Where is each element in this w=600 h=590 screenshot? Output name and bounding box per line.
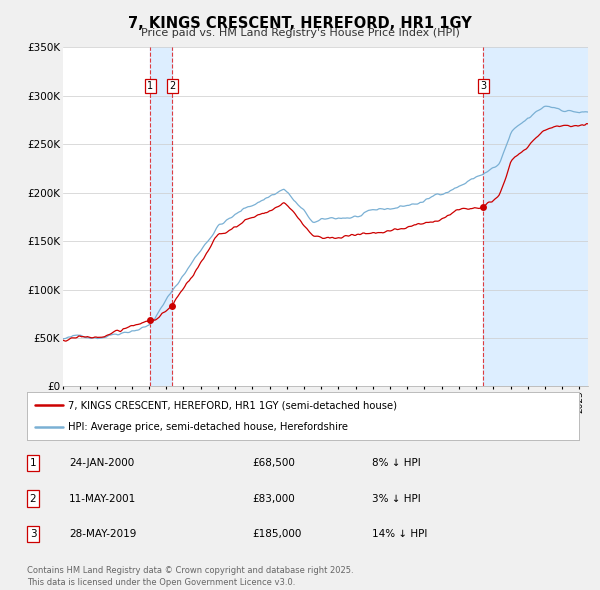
Text: Contains HM Land Registry data © Crown copyright and database right 2025.
This d: Contains HM Land Registry data © Crown c…: [27, 566, 353, 587]
Text: £83,000: £83,000: [252, 494, 295, 503]
Text: 14% ↓ HPI: 14% ↓ HPI: [372, 529, 427, 539]
Text: 8% ↓ HPI: 8% ↓ HPI: [372, 458, 421, 468]
Text: 1: 1: [147, 81, 153, 91]
Text: 28-MAY-2019: 28-MAY-2019: [69, 529, 136, 539]
Bar: [483, 47, 588, 386]
Text: 7, KINGS CRESCENT, HEREFORD, HR1 1GY (semi-detached house): 7, KINGS CRESCENT, HEREFORD, HR1 1GY (se…: [68, 400, 397, 410]
Text: 3: 3: [480, 81, 486, 91]
Text: Price paid vs. HM Land Registry's House Price Index (HPI): Price paid vs. HM Land Registry's House …: [140, 28, 460, 38]
Text: 1: 1: [29, 458, 37, 468]
Text: 2: 2: [169, 81, 176, 91]
Text: 3: 3: [29, 529, 37, 539]
Text: 24-JAN-2000: 24-JAN-2000: [69, 458, 134, 468]
Text: 2: 2: [29, 494, 37, 503]
Text: HPI: Average price, semi-detached house, Herefordshire: HPI: Average price, semi-detached house,…: [68, 422, 349, 432]
Text: £68,500: £68,500: [252, 458, 295, 468]
Text: 3% ↓ HPI: 3% ↓ HPI: [372, 494, 421, 503]
Bar: [150, 47, 172, 386]
Text: 11-MAY-2001: 11-MAY-2001: [69, 494, 136, 503]
Text: £185,000: £185,000: [252, 529, 301, 539]
Text: 7, KINGS CRESCENT, HEREFORD, HR1 1GY: 7, KINGS CRESCENT, HEREFORD, HR1 1GY: [128, 16, 472, 31]
